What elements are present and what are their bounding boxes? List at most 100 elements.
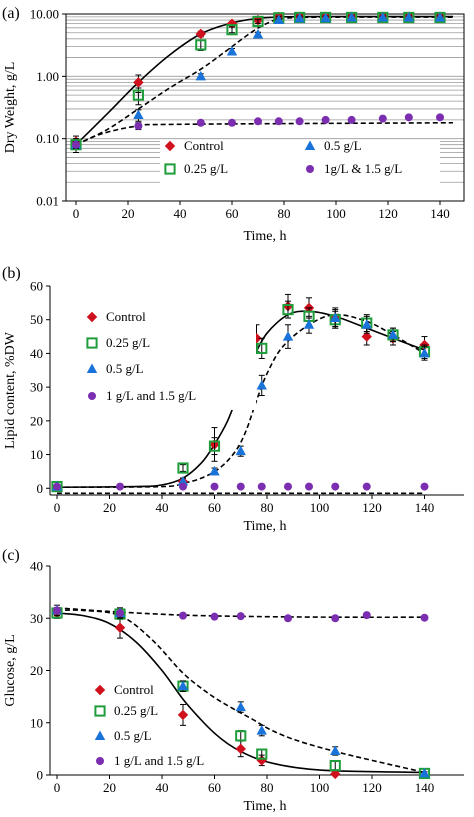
legend-label: 0.25 g/L xyxy=(106,335,150,350)
data-point xyxy=(177,709,189,721)
data-point xyxy=(177,476,189,486)
data-point xyxy=(134,121,143,130)
data-point xyxy=(331,482,340,491)
data-point xyxy=(195,70,206,81)
data-point xyxy=(226,46,238,56)
data-point xyxy=(294,12,305,23)
fit-curve-dashed xyxy=(56,607,425,619)
data-point xyxy=(419,347,430,358)
data-point xyxy=(236,612,245,621)
data-point xyxy=(177,680,189,691)
x-tick-label: 20 xyxy=(103,780,116,795)
x-tick-label: 80 xyxy=(261,780,274,795)
legend-background xyxy=(78,310,256,410)
data-point xyxy=(235,445,246,456)
legend-marker xyxy=(96,757,104,765)
data-point xyxy=(257,482,266,491)
y-tick-label: 40 xyxy=(30,346,43,361)
legend: Control 0.25 g/L 0.5 g/L 1g/L & 1.5 g/L xyxy=(160,138,440,184)
legend: Control 0.25 g/L 0.5 g/L 1 g/L and 1.5 g/L xyxy=(94,682,204,768)
x-tick-label: 100 xyxy=(326,206,346,221)
fit-curve-solid xyxy=(75,15,454,146)
data-point xyxy=(195,39,207,51)
data-point xyxy=(210,482,219,491)
y-tick-label: 20 xyxy=(30,663,43,678)
legend-marker xyxy=(88,392,96,400)
x-tick-label: 40 xyxy=(174,206,187,221)
legend-label: 1g/L & 1.5 g/L xyxy=(324,161,402,176)
data-point xyxy=(330,745,341,755)
data-point xyxy=(330,768,341,780)
x-axis-title: Time, h xyxy=(243,519,286,534)
legend-label: Control xyxy=(114,682,154,697)
data-point xyxy=(179,482,187,491)
panel-2: 0 20 40 60 80 100 120 140 0 10 20 30 40 50 60 Time, h Li… xyxy=(2,265,464,534)
panel-1: 0 20 40 60 80 100 120 140 10.00 1.00 0.10 0.01 Time,… xyxy=(2,5,465,244)
legend-marker xyxy=(86,311,98,323)
legend-marker xyxy=(94,730,106,740)
data-point xyxy=(53,482,61,491)
data-point xyxy=(208,440,221,452)
x-tick-label: 100 xyxy=(310,780,330,795)
data-point xyxy=(195,28,206,40)
data-point xyxy=(303,319,315,329)
plot-frame xyxy=(65,13,465,202)
data-point xyxy=(330,312,341,323)
data-point xyxy=(420,613,429,622)
legend: Control 0.25 g/L 0.5 g/L 1 g/L and 1.5 g/L xyxy=(78,309,256,410)
panel-label: (a) xyxy=(2,5,20,22)
y-tick-label: 1.00 xyxy=(36,69,59,84)
legend-label: 0.5 g/L xyxy=(324,138,362,153)
y-tick-label: 0.01 xyxy=(36,194,59,209)
legend-marker xyxy=(94,705,106,717)
y-tick-label: 0 xyxy=(37,481,44,496)
data-point xyxy=(321,115,330,124)
panel-label: (b) xyxy=(2,265,21,282)
legend-marker xyxy=(94,684,106,696)
x-tick-label: 0 xyxy=(54,780,61,795)
x-tick-label: 140 xyxy=(430,206,450,221)
data-point xyxy=(228,118,236,127)
y-tick-label: 10 xyxy=(30,715,43,730)
data-point xyxy=(252,28,264,39)
y-axis-title: Glucose, g/L xyxy=(3,634,18,706)
legend-label: 0.5 g/L xyxy=(114,728,152,743)
fit-curve-solid xyxy=(56,612,425,774)
data-point xyxy=(177,462,189,474)
x-axis-title: Time, h xyxy=(243,799,286,814)
x-tick-label: 80 xyxy=(278,206,291,221)
x-tick-label: 140 xyxy=(415,780,435,795)
legend-marker xyxy=(306,165,314,173)
legend-label: 1 g/L and 1.5 g/L xyxy=(114,753,204,768)
x-tick-label: 40 xyxy=(156,500,169,515)
x-tick-label: 60 xyxy=(226,206,239,221)
x-tick-label: 120 xyxy=(378,206,398,221)
data-point xyxy=(72,140,80,149)
data-point xyxy=(132,89,145,101)
data-point xyxy=(273,14,284,25)
data-point xyxy=(305,482,313,491)
y-tick-label: 10.00 xyxy=(30,7,59,22)
data-point xyxy=(226,24,238,36)
data-point xyxy=(377,11,388,22)
data-point xyxy=(284,482,292,491)
data-point xyxy=(295,117,304,126)
data-point xyxy=(434,11,446,22)
legend-label: Control xyxy=(184,138,224,153)
panel-3: 0 20 40 60 80 100 120 140 0 10 20 30 40 Time, h Glucos… xyxy=(2,547,464,814)
data-point xyxy=(282,303,294,316)
fit-curve-dashed xyxy=(75,16,454,146)
data-point xyxy=(252,15,264,28)
y-tick-label: 20 xyxy=(30,413,43,428)
legend-marker xyxy=(164,163,176,175)
data-point xyxy=(320,12,331,23)
data-point xyxy=(235,730,247,742)
data-point xyxy=(362,611,371,620)
data-point xyxy=(133,77,144,88)
x-tick-label: 0 xyxy=(54,500,61,515)
data-point xyxy=(116,482,124,491)
legend-label: 1 g/L and 1.5 g/L xyxy=(106,388,196,403)
x-tick-label: 40 xyxy=(156,780,169,795)
data-point xyxy=(378,114,387,123)
x-tick-label: 140 xyxy=(415,500,435,515)
